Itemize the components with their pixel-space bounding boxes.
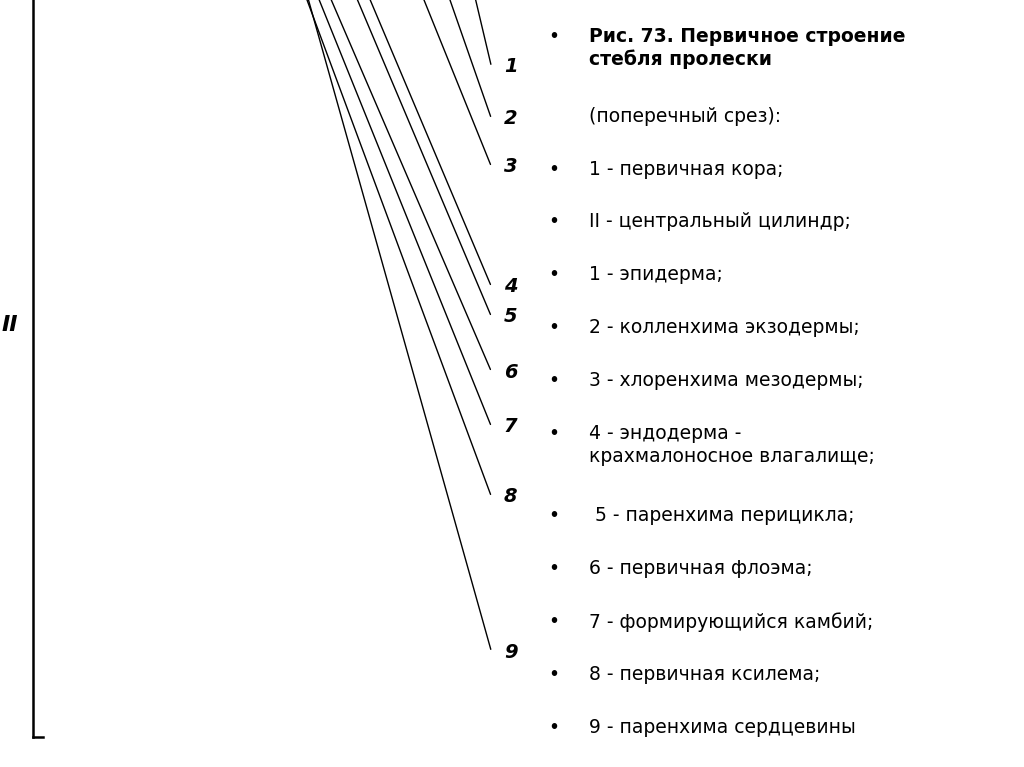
Text: (поперечный срез):: (поперечный срез): <box>589 107 781 127</box>
Text: 9 - паренхима сердцевины: 9 - паренхима сердцевины <box>589 718 855 737</box>
Text: •: • <box>548 371 559 390</box>
Text: •: • <box>548 665 559 684</box>
Text: 5 - паренхима перицикла;: 5 - паренхима перицикла; <box>589 506 854 525</box>
Text: 1 - эпидерма;: 1 - эпидерма; <box>589 265 723 285</box>
Text: •: • <box>548 506 559 525</box>
Text: •: • <box>548 612 559 631</box>
Text: 1 - первичная кора;: 1 - первичная кора; <box>589 160 783 179</box>
Text: •: • <box>548 559 559 578</box>
Text: 5: 5 <box>504 308 517 327</box>
Text: II - центральный цилиндр;: II - центральный цилиндр; <box>589 212 851 232</box>
Text: 8 - первичная ксилема;: 8 - первичная ксилема; <box>589 665 820 684</box>
Text: 2: 2 <box>504 110 517 129</box>
Text: 7 - формирующийся камбий;: 7 - формирующийся камбий; <box>589 612 873 632</box>
Text: •: • <box>548 424 559 443</box>
Text: •: • <box>548 27 559 46</box>
Text: •: • <box>548 160 559 179</box>
Text: •: • <box>548 718 559 737</box>
Text: •: • <box>548 318 559 337</box>
Text: 9: 9 <box>504 643 517 661</box>
Text: 3 - хлоренхима мезодермы;: 3 - хлоренхима мезодермы; <box>589 371 863 390</box>
Text: Рис. 73. Первичное строение
стебля пролески: Рис. 73. Первичное строение стебля проле… <box>589 27 905 69</box>
Text: •: • <box>548 212 559 232</box>
Text: 6: 6 <box>504 363 517 381</box>
Text: 3: 3 <box>504 157 517 176</box>
Text: 2 - колленхима экзодермы;: 2 - колленхима экзодермы; <box>589 318 859 337</box>
Text: •: • <box>548 265 559 285</box>
Text: 1: 1 <box>504 58 517 77</box>
Text: 4 - эндодерма -
крахмалоносное влагалище;: 4 - эндодерма - крахмалоносное влагалище… <box>589 424 874 466</box>
Text: 7: 7 <box>504 417 517 436</box>
Text: 6 - первичная флоэма;: 6 - первичная флоэма; <box>589 559 812 578</box>
Text: 8: 8 <box>504 488 517 506</box>
Text: II: II <box>2 315 18 335</box>
Text: 4: 4 <box>504 278 517 297</box>
